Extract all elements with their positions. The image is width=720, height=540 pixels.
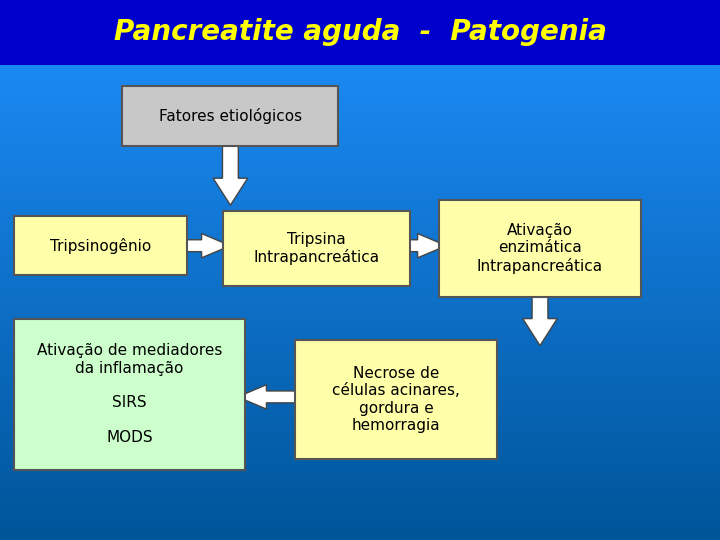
FancyBboxPatch shape [223, 211, 410, 286]
FancyBboxPatch shape [439, 200, 641, 297]
FancyArrow shape [523, 292, 557, 346]
Text: Fatores etiológicos: Fatores etiológicos [159, 108, 302, 124]
FancyArrow shape [238, 384, 302, 409]
FancyBboxPatch shape [14, 216, 187, 275]
Text: Ativação
enzimática
Intrapancreática: Ativação enzimática Intrapancreática [477, 223, 603, 274]
Text: Pancreatite aguda  -  Patogenia: Pancreatite aguda - Patogenia [114, 18, 606, 46]
FancyBboxPatch shape [14, 319, 245, 470]
FancyBboxPatch shape [295, 340, 497, 459]
FancyArrow shape [403, 233, 446, 258]
FancyArrow shape [213, 140, 248, 205]
Text: Tripsinogênio: Tripsinogênio [50, 238, 151, 254]
FancyBboxPatch shape [0, 0, 720, 65]
FancyBboxPatch shape [122, 86, 338, 146]
Text: Tripsina
Intrapancreática: Tripsina Intrapancreática [253, 232, 380, 265]
Text: Ativação de mediadores
da inflamação

SIRS

MODS: Ativação de mediadores da inflamação SIR… [37, 343, 222, 445]
Text: Necrose de
células acinares,
gordura e
hemorragia: Necrose de células acinares, gordura e h… [332, 366, 460, 433]
FancyArrow shape [180, 233, 230, 258]
